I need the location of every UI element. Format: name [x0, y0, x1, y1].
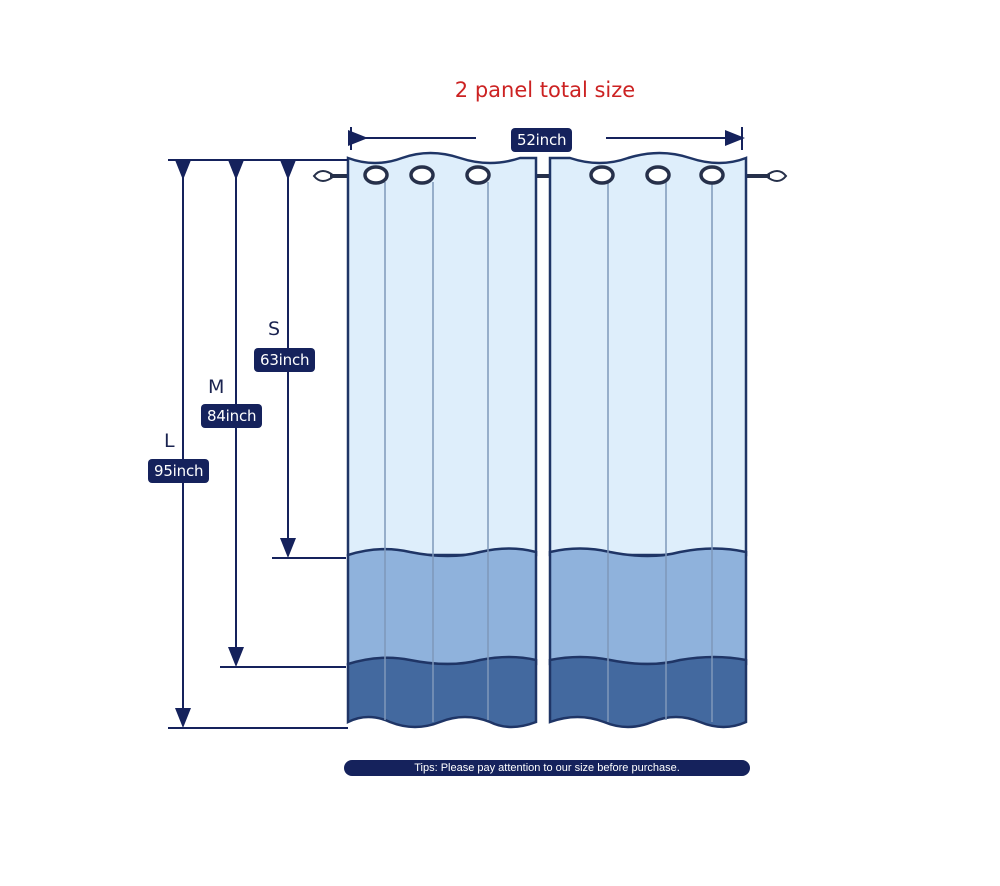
grommet-row-right — [589, 165, 725, 185]
height-dimension-lines — [168, 159, 348, 729]
width-dimension-arrow — [348, 127, 745, 150]
size-m-letter: M — [208, 376, 225, 398]
size-s-letter: S — [268, 318, 281, 340]
size-s-length: 63inch — [254, 348, 316, 372]
diagram-title: 2 panel total size — [454, 78, 636, 102]
grommet-icon — [363, 165, 389, 185]
grommet-icon — [409, 165, 435, 185]
size-l-letter: L — [164, 430, 175, 452]
curtain-panel-right — [548, 151, 748, 729]
rod-finial-left — [312, 170, 336, 182]
width-label: 52inch — [511, 128, 573, 152]
tips-banner: Tips: Please pay attention to our size b… — [344, 760, 750, 776]
grommet-icon — [465, 165, 491, 185]
size-m-length: 84inch — [201, 404, 263, 428]
curtain-panel-left — [346, 151, 538, 729]
rod-finial-right — [764, 170, 788, 182]
grommet-icon — [589, 165, 615, 185]
grommet-icon — [645, 165, 671, 185]
size-l-length: 95inch — [148, 459, 210, 483]
grommet-icon — [699, 165, 725, 185]
grommet-row-left — [363, 165, 491, 185]
